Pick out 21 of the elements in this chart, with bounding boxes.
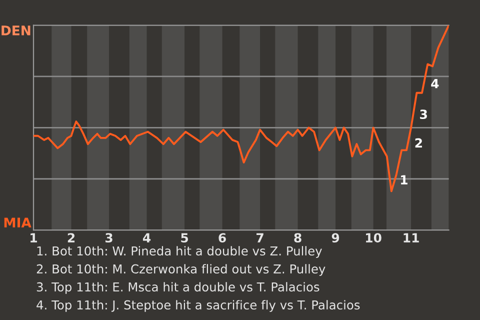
text: MIA — [4, 218, 32, 228]
x-tick-label: 1 — [30, 233, 37, 242]
text: DEN — [2, 26, 30, 36]
annotation: 4 — [431, 79, 439, 88]
annotation: 3 — [420, 110, 427, 120]
x-tick-label: 5 — [181, 233, 188, 243]
text: 3. Top 11th: E. Msca hit a double vs T. Palacios — [36, 282, 320, 294]
x-tick-label: 2 — [68, 233, 75, 242]
annotation: 1 — [401, 175, 408, 184]
x-tick-label: 10 — [366, 233, 382, 243]
text: 2. Bot 10th: M. Czerwonka flied out vs Z. Pulley — [36, 264, 326, 276]
annotation: 2 — [415, 138, 422, 148]
x-tick-label: 3 — [106, 233, 112, 243]
x-tick-label: 7 — [256, 233, 264, 242]
x-tick-label: 9 — [332, 233, 340, 243]
text: 1. Bot 10th: W. Pineda hit a double vs Z. Pulley — [37, 246, 322, 258]
x-tick-label: 6 — [218, 233, 226, 243]
x-tick-label: 11 — [404, 233, 419, 242]
x-tick-label: 4 — [142, 233, 151, 242]
x-tick-label: 8 — [294, 233, 302, 243]
text: 4. Top 11th: J. Steptoe hit a sacrifice fly vs T. Palacios — [36, 300, 360, 312]
